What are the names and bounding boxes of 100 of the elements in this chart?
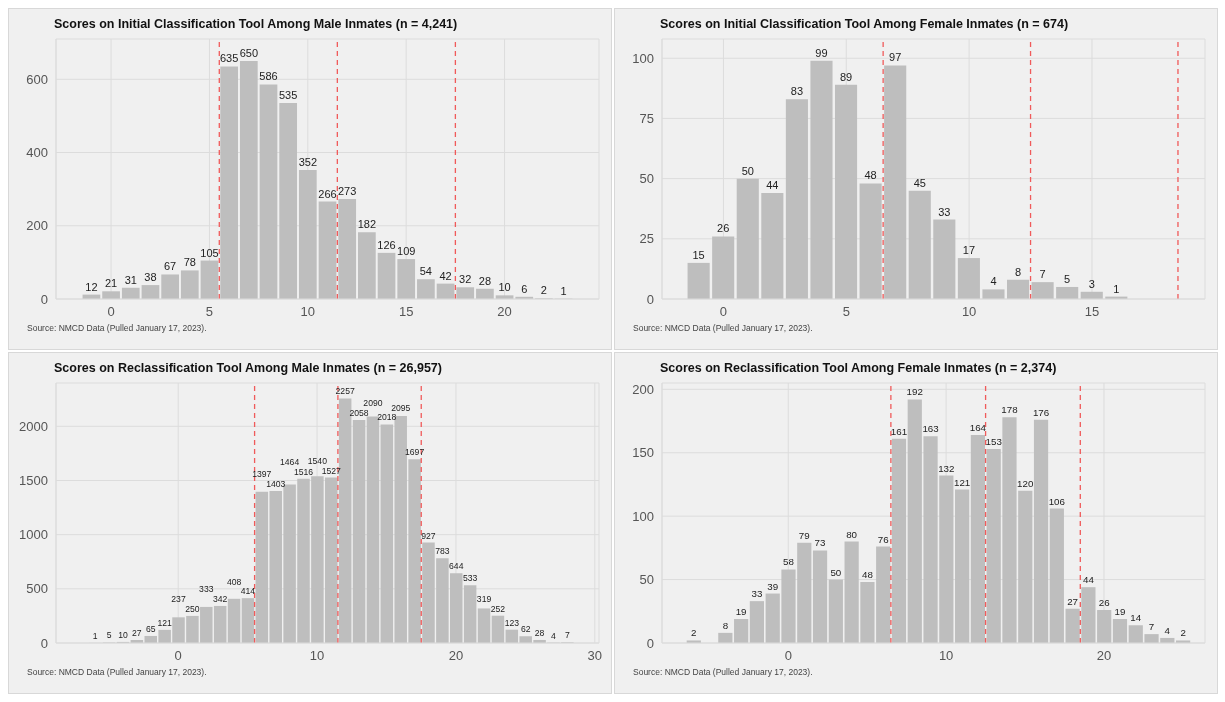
data-label: 5 (106, 630, 112, 641)
data-label: 1 (560, 284, 567, 297)
data-label: 78 (183, 256, 196, 269)
chart-title: Scores on Initial Classification Tool Among Female Inmates (n = 674) (659, 16, 1070, 31)
data-label: 4 (990, 275, 997, 288)
data-label: 252 (490, 603, 506, 614)
data-label: 2095 (391, 402, 411, 413)
data-label: 1397 (252, 469, 272, 480)
data-label: 1516 (293, 466, 314, 477)
y-tick-label: 0 (646, 291, 654, 307)
data-label: 58 (783, 556, 794, 568)
y-tick-label: 50 (639, 572, 654, 588)
y-tick-label: 200 (632, 381, 654, 397)
y-tick-label: 1000 (19, 527, 48, 543)
x-tick-label: 20 (448, 648, 464, 664)
source-note: Source: NMCD Data (Pulled January 17, 2023). (632, 667, 814, 677)
y-tick-label: 600 (26, 71, 48, 87)
x-tick-label: 15 (398, 304, 414, 320)
x-tick-label: 0 (174, 648, 182, 664)
data-label: 2 (1180, 627, 1186, 639)
data-label: 163 (922, 423, 939, 435)
data-label: 586 (259, 70, 278, 83)
chart-title: Scores on Initial Classification Tool Among Male Inmates (n = 4,241) (53, 16, 459, 31)
data-label: 109 (397, 245, 416, 258)
y-tick-label: 2000 (19, 418, 48, 434)
y-tick-label: 150 (632, 445, 654, 461)
x-tick-label: 10 (309, 648, 325, 664)
data-label: 12 (85, 280, 98, 293)
x-tick-label: 0 (784, 648, 792, 664)
y-tick-label: 100 (632, 50, 654, 66)
data-label: 89 (839, 70, 853, 83)
data-label: 1464 (280, 457, 300, 468)
data-label: 927 (421, 530, 436, 541)
data-label: 99 (815, 46, 828, 59)
data-label: 121 (157, 617, 173, 628)
x-tick-label: 0 (107, 304, 115, 320)
y-tick-label: 0 (40, 635, 48, 651)
data-label: 48 (864, 169, 877, 182)
data-label: 4 (551, 630, 557, 641)
y-tick-label: 75 (639, 111, 654, 127)
data-label: 80 (846, 528, 858, 540)
source-note: Source: NMCD Data (Pulled January 17, 2023). (632, 323, 814, 333)
data-label: 273 (338, 185, 357, 198)
x-tick-label: 0 (719, 304, 728, 320)
data-label: 26 (717, 222, 730, 235)
y-tick-label: 0 (40, 291, 48, 307)
data-label: 7 (1039, 268, 1046, 281)
data-label: 161 (890, 425, 908, 437)
data-label: 2058 (349, 408, 369, 419)
data-label: 192 (906, 386, 923, 398)
data-label: 50 (741, 164, 754, 177)
data-label: 2090 (363, 398, 383, 409)
data-label: 10 (118, 629, 128, 640)
data-label: 38 (144, 271, 157, 284)
data-label: 5 (1064, 272, 1071, 285)
data-label: 2257 (335, 386, 355, 397)
chart-title: Scores on Reclassification Tool Among Male Inmates (n = 26,957) (53, 360, 443, 375)
data-label: 2 (540, 284, 547, 297)
x-tick-label: 10 (961, 304, 977, 320)
data-label: 19 (735, 605, 747, 617)
data-label: 27 (1067, 595, 1079, 607)
data-label: 26 (1098, 597, 1110, 609)
data-label: 14 (1130, 612, 1142, 624)
data-label: 19 (1114, 605, 1126, 617)
data-label: 10 (498, 281, 511, 294)
y-tick-label: 25 (639, 231, 654, 247)
data-label: 783 (435, 546, 450, 557)
data-label: 28 (478, 274, 492, 287)
data-label: 237 (171, 594, 186, 605)
data-label: 2018 (377, 412, 397, 423)
data-label: 28 (534, 627, 545, 638)
data-label: 644 (449, 561, 464, 572)
data-label: 123 (504, 617, 520, 628)
data-label: 62 (520, 624, 531, 635)
source-note: Source: NMCD Data (Pulled January 17, 2023). (26, 667, 208, 677)
data-label: 33 (751, 588, 763, 600)
data-label: 650 (239, 46, 258, 59)
data-label: 76 (877, 533, 889, 545)
data-label: 97 (889, 51, 902, 64)
data-label: 164 (969, 422, 987, 433)
x-tick-label: 10 (938, 648, 954, 664)
data-label: 132 (938, 462, 955, 474)
data-label: 126 (377, 238, 396, 251)
data-label: 67 (164, 260, 177, 273)
chart-title: Scores on Reclassification Tool Among Female Inmates (n = 2,374) (659, 360, 1058, 375)
data-label: 44 (1082, 574, 1095, 586)
data-label: 153 (985, 435, 1002, 447)
y-tick-label: 200 (26, 218, 48, 234)
data-label: 1403 (266, 479, 286, 490)
data-label: 120 (1017, 477, 1034, 489)
data-label: 1 (1113, 282, 1120, 295)
data-label: 250 (185, 603, 200, 614)
data-label: 1540 (307, 455, 328, 466)
data-label: 121 (953, 476, 971, 488)
data-label: 65 (145, 623, 156, 634)
data-label: 33 (938, 205, 951, 218)
data-label: 50 (830, 566, 842, 578)
data-label: 533 (462, 573, 478, 584)
data-label: 2 (691, 627, 697, 639)
data-label: 8 (1014, 265, 1022, 278)
